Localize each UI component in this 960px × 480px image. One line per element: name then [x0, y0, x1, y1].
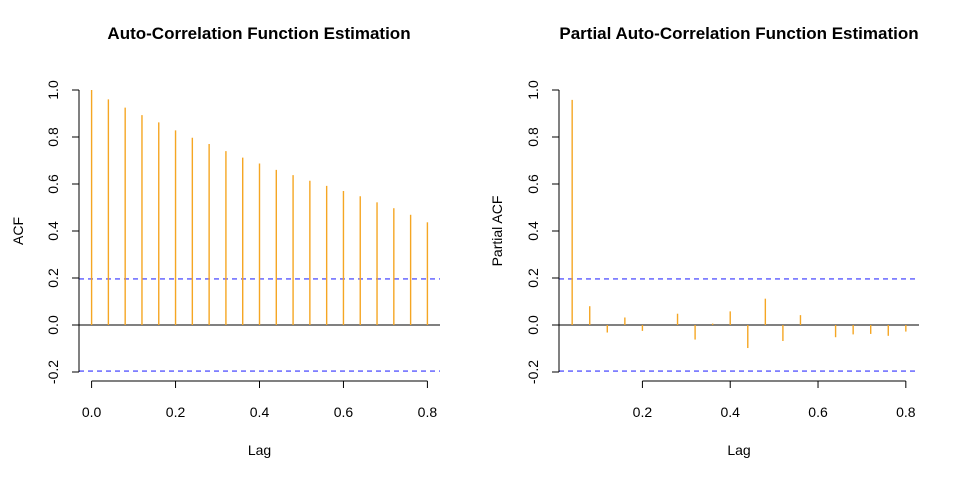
- pacf-x-tick-label-3: 0.8: [896, 404, 916, 420]
- acf-x-tick-label-1: 0.2: [166, 404, 186, 420]
- acf-y-tick-label-0: -0.2: [45, 360, 61, 384]
- acf-x-tick-label-2: 0.4: [250, 404, 270, 420]
- pacf-panel: Partial Auto-Correlation Function Estima…: [489, 24, 919, 458]
- acf-x-tick-label-0: 0.0: [82, 404, 102, 420]
- acf-panel: Auto-Correlation Function Estimation -0.2…: [10, 24, 440, 458]
- acf-x-axis-label: Lag: [248, 442, 271, 458]
- pacf-y-tick-label-4: 0.6: [525, 174, 541, 194]
- pacf-title: Partial Auto-Correlation Function Estima…: [559, 24, 918, 43]
- pacf-y-tick-label-6: 1.0: [525, 80, 541, 100]
- pacf-y-tick-label-3: 0.4: [525, 221, 541, 241]
- pacf-y-axis-label: Partial ACF: [489, 196, 505, 267]
- pacf-x-axis-label: Lag: [727, 442, 750, 458]
- acf-y-tick-label-3: 0.4: [45, 221, 61, 241]
- acf-y-tick-label-6: 1.0: [45, 80, 61, 100]
- pacf-x-tick-label-1: 0.4: [720, 404, 740, 420]
- pacf-x-tick-label-0: 0.2: [633, 404, 653, 420]
- acf-x-tick-label-4: 0.8: [418, 404, 438, 420]
- pacf-x-tick-label-2: 0.6: [808, 404, 828, 420]
- acf-y-tick-label-4: 0.6: [45, 174, 61, 194]
- pacf-y-tick-label-0: -0.2: [525, 360, 541, 384]
- pacf-y-tick-label-5: 0.8: [525, 127, 541, 147]
- acf-y-axis-label: ACF: [10, 217, 26, 245]
- acf-x-tick-label-3: 0.6: [334, 404, 354, 420]
- acf-y-tick-label-5: 0.8: [45, 127, 61, 147]
- pacf-y-tick-label-1: 0.0: [525, 315, 541, 335]
- pacf-y-tick-label-2: 0.2: [525, 268, 541, 288]
- acf-title: Auto-Correlation Function Estimation: [107, 24, 410, 43]
- acf-y-tick-label-1: 0.0: [45, 315, 61, 335]
- acf-y-tick-label-2: 0.2: [45, 268, 61, 288]
